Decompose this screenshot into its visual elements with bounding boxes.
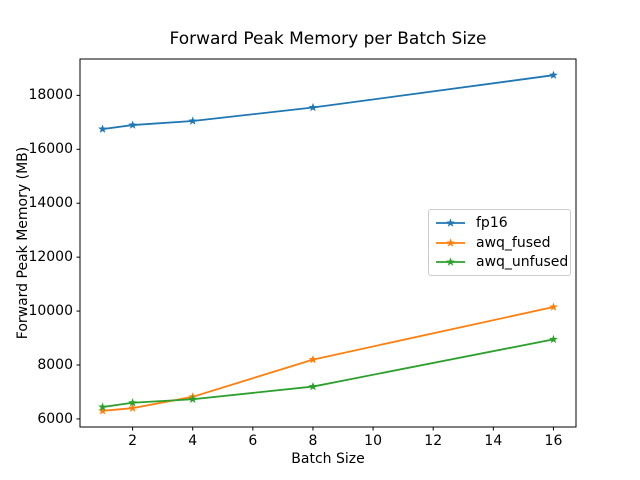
legend-line-sample	[436, 218, 465, 227]
legend-label: awq_fused	[476, 234, 551, 251]
data-point-awq_unfused	[128, 398, 137, 407]
legend-item-awq_fused: awq_fused	[435, 233, 564, 253]
star-marker-icon	[446, 218, 455, 227]
data-point-awq_unfused	[308, 381, 318, 391]
star-marker-icon	[446, 237, 455, 247]
x-tick-label: 16	[544, 433, 563, 449]
x-tick-label: 4	[188, 433, 198, 449]
series-line-awq_unfused	[102, 338, 554, 408]
data-point-fp16	[549, 70, 558, 79]
data-point-fp16	[128, 120, 137, 129]
y-tick-label: 6000	[37, 410, 73, 427]
y-tick-label: 14000	[28, 195, 73, 212]
series-line-awq_fused	[102, 306, 554, 412]
legend-item-awq_unfused: awq_unfused	[435, 252, 568, 272]
x-tick-label: 12	[424, 433, 443, 449]
x-tick-label: 2	[128, 433, 138, 449]
chart-title: Forward Peak Memory per Batch Size	[169, 29, 487, 49]
data-point-awq_fused	[98, 406, 107, 415]
legend-label: awq_unfused	[476, 254, 569, 271]
data-point-fp16	[188, 116, 198, 125]
y-tick-label: 10000	[28, 303, 73, 320]
legend-label: fp16	[476, 214, 508, 231]
data-point-awq_unfused	[98, 402, 107, 411]
axes-frame	[79, 58, 577, 428]
data-point-fp16	[308, 102, 318, 112]
star-marker-icon	[446, 257, 455, 266]
series-line-fp16	[102, 74, 554, 130]
y-tick-label: 8000	[37, 356, 73, 373]
data-point-awq_unfused	[188, 394, 198, 403]
x-axis-label: Batch Size	[291, 451, 365, 467]
x-tick-label: 8	[308, 433, 318, 449]
legend-line-sample	[436, 257, 465, 266]
legend-item-fp16: fp16	[435, 213, 564, 233]
x-tick-label: 14	[484, 433, 503, 449]
data-point-awq_unfused	[549, 334, 558, 344]
y-tick-label: 16000	[28, 141, 73, 158]
y-tick-label: 12000	[28, 249, 73, 266]
y-tick-label: 18000	[28, 87, 73, 104]
data-point-awq_fused	[308, 355, 318, 364]
x-tick-label: 6	[248, 433, 258, 449]
data-point-awq_fused	[128, 403, 137, 412]
data-point-fp16	[98, 124, 107, 133]
legend: fp16 awq_fused awq_unfused	[428, 209, 571, 276]
legend-line-sample	[436, 237, 465, 247]
x-tick-label: 10	[364, 433, 382, 449]
data-point-awq_fused	[549, 302, 558, 311]
